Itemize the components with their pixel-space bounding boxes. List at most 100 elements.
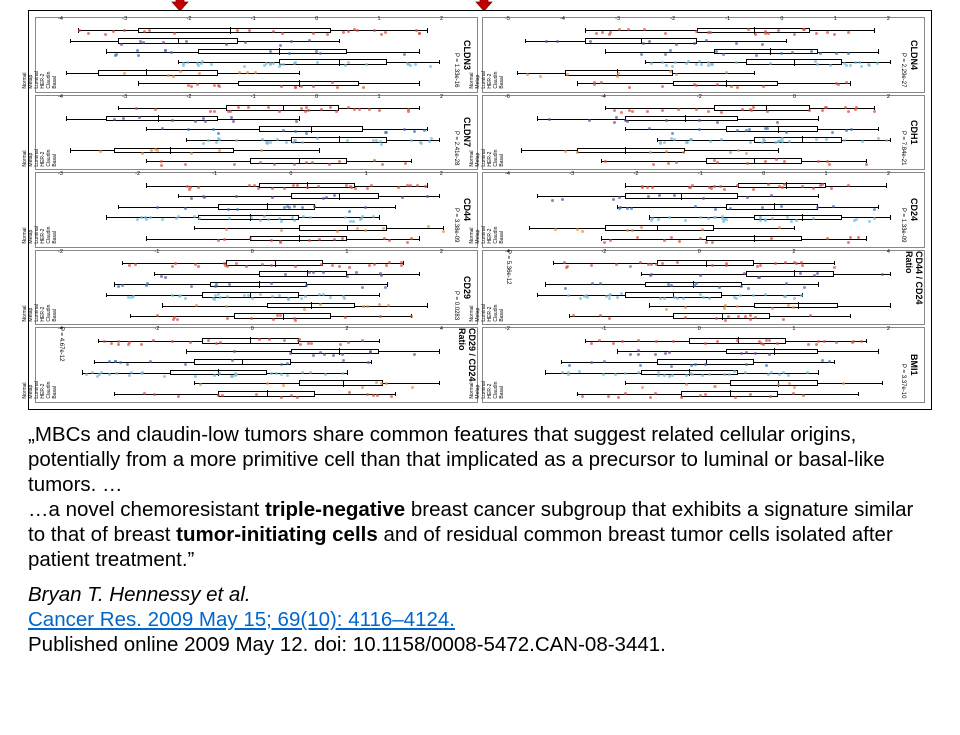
box-row-claudin (58, 37, 459, 46)
box-row-basal (505, 104, 906, 113)
box-row-normal (505, 389, 906, 398)
box-row-her-2 (505, 358, 906, 367)
box-row-basal (505, 259, 906, 268)
box-row-luminal (505, 135, 906, 144)
category-labels: BasalClaudinHER-2LuminalMetapNormal (485, 331, 505, 399)
plot-area (505, 104, 906, 168)
box-row-basal (58, 26, 459, 35)
box-row-metap (58, 146, 459, 155)
box-row-basal (58, 181, 459, 190)
box-row-claudin (58, 114, 459, 123)
category-labels: BasalClaudinHER-2LuminalMetapNormal (38, 99, 58, 167)
box-row-luminal (58, 135, 459, 144)
box-row-her-2 (58, 280, 459, 289)
plot-area (505, 259, 906, 323)
box-row-basal (58, 336, 459, 345)
box-row-basal (505, 26, 906, 35)
caption-link[interactable]: Cancer Res. 2009 May 15; 69(10): 4116–41… (28, 607, 932, 632)
box-row-her-2 (58, 125, 459, 134)
box-row-normal (505, 312, 906, 321)
caption-body1: „MBCs and claudin-low tumors share commo… (28, 422, 932, 497)
category-labels: BasalClaudinHER-2LuminalMetapNormal (38, 21, 58, 89)
caption-attribution: Bryan T. Hennessy et al. (28, 582, 932, 607)
category-labels: BasalClaudinHER-2LuminalMetapNormal (485, 21, 505, 89)
axis-ticks: -3-2-1012 (58, 171, 443, 181)
box-row-claudin (505, 347, 906, 356)
box-row-her-2 (505, 202, 906, 211)
panel-bmi1: BMI1 -2-1012BasalClaudinHER-2LuminalMetap… (482, 327, 925, 403)
category-labels: BasalClaudinHER-2LuminalMetapNormal (485, 254, 505, 322)
box-row-metap (505, 379, 906, 388)
box-row-normal (505, 79, 906, 88)
panel-cldn3: CLDN3-4-3-2-1012BasalClaudinHER-2Luminal… (35, 17, 478, 93)
plot-area (505, 336, 906, 400)
plot-area (58, 181, 459, 245)
axis-ticks: -4-3-2-1012 (505, 171, 890, 181)
panel-cldn4: CLDN4 -5-4-3-2-1012BasalClaudinHER-2Lumin… (482, 17, 925, 93)
plot-area (58, 26, 459, 90)
panel-title: CD24 (906, 173, 922, 247)
plot-area (58, 336, 459, 400)
box-row-basal (58, 259, 459, 268)
panel-cdh1: CDH1 -6-4-202BasalClaudinHER-2LuminalMeta… (482, 95, 925, 171)
box-row-claudin (58, 347, 459, 356)
category-labels: BasalClaudinHER-2LuminalMetapNormal (485, 99, 505, 167)
category-labels: BasalClaudinHER-2LuminalMetapNormal (38, 176, 58, 244)
axis-ticks: -4-2024 (58, 326, 443, 336)
panel-cldn7: CLDN7-4-3-2-1012BasalClaudinHER-2Luminal… (35, 95, 478, 171)
plot-area (505, 26, 906, 90)
box-row-normal (58, 312, 459, 321)
box-row-metap (505, 301, 906, 310)
box-row-metap (58, 301, 459, 310)
box-row-claudin (505, 114, 906, 123)
box-row-normal (58, 79, 459, 88)
box-row-metap (505, 68, 906, 77)
box-row-luminal (505, 213, 906, 222)
plot-area (58, 259, 459, 323)
box-row-claudin (505, 37, 906, 46)
panel-cd29: CD29-2-1012BasalClaudinHER-2LuminalMetap… (35, 250, 478, 326)
box-row-her-2 (505, 280, 906, 289)
box-row-normal (505, 157, 906, 166)
box-row-luminal (58, 291, 459, 300)
box-row-luminal (505, 58, 906, 67)
panel-grid: CLDN3-4-3-2-1012BasalClaudinHER-2Luminal… (35, 17, 925, 403)
box-row-her-2 (505, 125, 906, 134)
axis-ticks: -4-2024 (505, 249, 890, 259)
box-row-her-2 (58, 358, 459, 367)
panel-cd44: CD44-3-2-1012BasalClaudinHER-2LuminalMet… (35, 172, 478, 248)
axis-ticks: -5-4-3-2-1012 (505, 16, 890, 26)
caption-body2: …a novel chemoresistant triple-negative … (28, 497, 932, 572)
caption-block: „MBCs and claudin-low tumors share commo… (28, 422, 932, 657)
box-row-metap (58, 224, 459, 233)
figure-frame: CLDN3-4-3-2-1012BasalClaudinHER-2Luminal… (28, 10, 932, 410)
panel-title: CD44 / CD24 Ratio (906, 251, 922, 325)
box-row-luminal (58, 213, 459, 222)
panel-cd24: CD24-4-3-2-1012BasalClaudinHER-2LuminalM… (482, 172, 925, 248)
box-row-basal (58, 104, 459, 113)
panel-cd44-cd24-ratio: CD44 / CD24 Ratio -4-2024BasalClaudinHER-… (482, 250, 925, 326)
axis-ticks: -6-4-202 (505, 94, 890, 104)
box-row-basal (505, 336, 906, 345)
box-row-metap (505, 146, 906, 155)
box-row-claudin (505, 269, 906, 278)
box-row-normal (58, 234, 459, 243)
box-row-claudin (58, 192, 459, 201)
plot-area (505, 181, 906, 245)
caption-published: Published online 2009 May 12. doi: 10.11… (28, 632, 932, 657)
axis-ticks: -4-3-2-1012 (58, 16, 443, 26)
box-row-luminal (505, 368, 906, 377)
box-row-normal (505, 234, 906, 243)
box-row-her-2 (58, 202, 459, 211)
axis-ticks: -2-1012 (505, 326, 890, 336)
box-row-metap (505, 224, 906, 233)
box-row-metap (58, 379, 459, 388)
panel-title: CLDN4 (906, 18, 922, 92)
category-labels: BasalClaudinHER-2LuminalMetapNormal (38, 254, 58, 322)
box-row-basal (505, 181, 906, 190)
box-row-normal (58, 157, 459, 166)
panel-title: BMI1 (906, 328, 922, 402)
panel-title: CDH1 (906, 96, 922, 170)
box-row-luminal (58, 368, 459, 377)
box-row-claudin (58, 269, 459, 278)
